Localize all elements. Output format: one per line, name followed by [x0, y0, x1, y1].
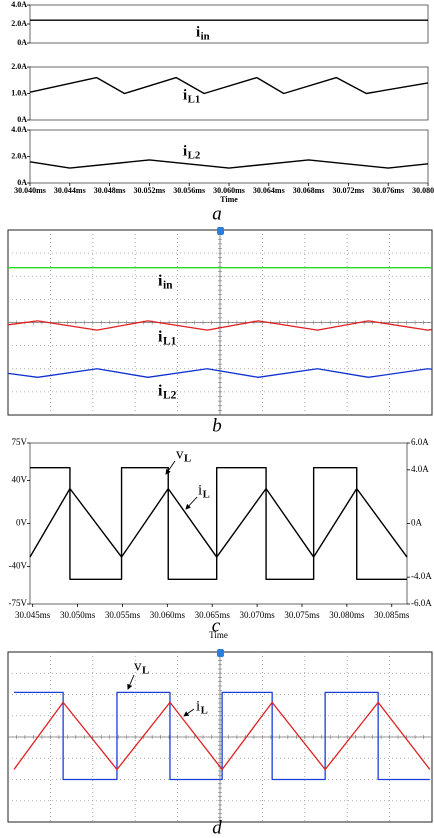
- y-tick-label: 1.0A: [11, 88, 27, 97]
- y2-tick-label: -4.0A: [411, 571, 432, 581]
- x-tick-label: 30.080ms: [412, 186, 434, 195]
- y-tick-label: -40V: [9, 560, 28, 570]
- panel-caption: c: [212, 615, 221, 636]
- x-tick-label: 30.065ms: [195, 610, 231, 620]
- x-tick-label: 30.045ms: [15, 610, 51, 620]
- series-line: [13, 701, 431, 771]
- series-line: [13, 691, 430, 781]
- annotation: i: [158, 383, 163, 400]
- y2-tick-label: 6.0A: [411, 437, 429, 447]
- arrow: [185, 496, 198, 510]
- x-tick-label: 30.044ms: [54, 186, 86, 195]
- x-tick-label: 30.076ms: [372, 186, 404, 195]
- series-line: [29, 76, 429, 95]
- plot-frame: [29, 4, 429, 44]
- annotation-sub: L2: [188, 149, 201, 161]
- arrow: [127, 674, 135, 690]
- annotation-sub: in: [163, 280, 173, 292]
- series-line: [29, 487, 408, 558]
- annotation: i: [183, 143, 187, 159]
- annotation-sub: L: [203, 488, 210, 500]
- x-tick-label: 30.075ms: [284, 610, 320, 620]
- arrow: [165, 460, 176, 475]
- y-tick-label: 2.0A: [11, 62, 27, 71]
- y-tick-label: 0V: [16, 518, 28, 528]
- annotation-sub: in: [201, 30, 210, 42]
- annotation: i: [158, 329, 163, 346]
- series-line: [7, 368, 433, 378]
- x-tick-label: 30.085ms: [374, 610, 410, 620]
- annotation-sub: L2: [163, 390, 177, 402]
- x-tick-label: 30.048ms: [94, 186, 126, 195]
- y-tick-label: 0A: [17, 115, 27, 124]
- x-tick-label: 30.040ms: [14, 186, 46, 195]
- y-tick-label: 0A: [17, 38, 27, 47]
- annotation-sub: L: [201, 704, 208, 716]
- annotation-sub: L1: [163, 336, 177, 348]
- annotation-sub: L: [184, 452, 191, 464]
- annotation-sub: L1: [188, 93, 201, 105]
- x-axis-label: Time: [209, 630, 228, 640]
- y2-tick-label: -6.0A: [411, 598, 432, 608]
- panel-caption: b: [212, 415, 222, 436]
- annotation-sub: L: [142, 664, 149, 676]
- series-line: [7, 320, 433, 331]
- x-tick-label: 30.072ms: [333, 186, 365, 195]
- y-tick-label: 4.0A: [11, 0, 27, 9]
- trigger-marker: [217, 227, 224, 235]
- arrow: [183, 708, 195, 717]
- annotation: i: [196, 24, 200, 40]
- y-tick-label: 4.0A: [11, 125, 27, 134]
- x-tick-label: 30.060ms: [213, 186, 245, 195]
- series-line: [29, 159, 429, 169]
- x-tick-label: 30.060ms: [150, 610, 186, 620]
- x-tick-label: 30.070ms: [239, 610, 275, 620]
- x-tick-label: 30.064ms: [253, 186, 285, 195]
- series-line: [30, 466, 407, 581]
- trigger-marker: [217, 649, 224, 657]
- y-tick-label: 75V: [12, 437, 28, 447]
- annotation: i: [198, 482, 202, 498]
- annotation: i: [158, 273, 163, 290]
- annotation: v: [134, 658, 142, 674]
- y2-tick-label: 4.0A: [411, 464, 429, 474]
- y2-tick-label: 0A: [411, 518, 423, 528]
- x-tick-label: 30.052ms: [134, 186, 166, 195]
- x-tick-label: 30.080ms: [329, 610, 365, 620]
- panel-caption: a: [212, 203, 222, 224]
- y-tick-label: 40V: [12, 475, 28, 485]
- annotation: i: [183, 87, 187, 103]
- annotation: v: [176, 446, 184, 462]
- y-tick-label: 0A: [17, 178, 27, 187]
- x-tick-label: 30.050ms: [60, 610, 96, 620]
- annotation: i: [196, 698, 200, 714]
- panel-caption: d: [212, 817, 222, 838]
- x-tick-label: 30.068ms: [293, 186, 325, 195]
- y-tick-label: 2.0A: [11, 19, 27, 28]
- plot-frame: [29, 129, 429, 184]
- y-tick-label: 2.0A: [11, 151, 27, 160]
- x-tick-label: 30.056ms: [173, 186, 205, 195]
- y-tick-label: -75V: [9, 598, 28, 608]
- x-tick-label: 30.055ms: [105, 610, 141, 620]
- x-axis-label: Time: [220, 195, 238, 204]
